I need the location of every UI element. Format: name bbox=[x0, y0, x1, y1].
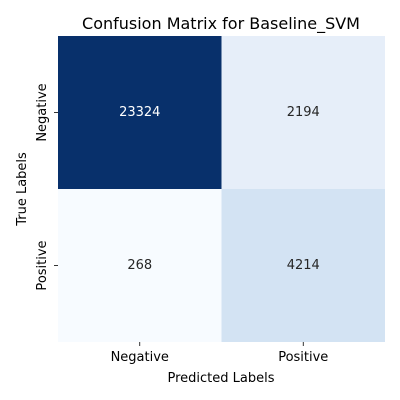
x-axis-ticks: Negative Positive bbox=[111, 342, 328, 365]
cell-value-1-1: 4214 bbox=[287, 258, 320, 273]
heatmap-cell-1-0 bbox=[58, 189, 222, 342]
heatmap-cell-0-0 bbox=[58, 36, 222, 189]
heatmap-cell-0-1 bbox=[221, 36, 385, 189]
heatmap-cells bbox=[58, 36, 385, 342]
y-tick-label-1: Positive bbox=[35, 240, 50, 290]
x-axis-label: Predicted Labels bbox=[167, 371, 274, 386]
chart-title: Confusion Matrix for Baseline_SVM bbox=[82, 14, 360, 34]
x-tick-label-1: Positive bbox=[278, 350, 328, 365]
cell-value-0-0: 23324 bbox=[119, 105, 160, 120]
cell-value-0-1: 2194 bbox=[287, 105, 320, 120]
y-tick-label-0: Negative bbox=[35, 83, 50, 141]
x-tick-label-0: Negative bbox=[111, 350, 169, 365]
y-axis-ticks: Negative Positive bbox=[35, 83, 58, 291]
cell-value-1-0: 268 bbox=[127, 258, 152, 273]
heatmap-cell-1-1 bbox=[221, 189, 385, 342]
y-axis-label: True Labels bbox=[15, 152, 30, 227]
cell-annotations: 23324 2194 268 4214 bbox=[119, 105, 320, 273]
